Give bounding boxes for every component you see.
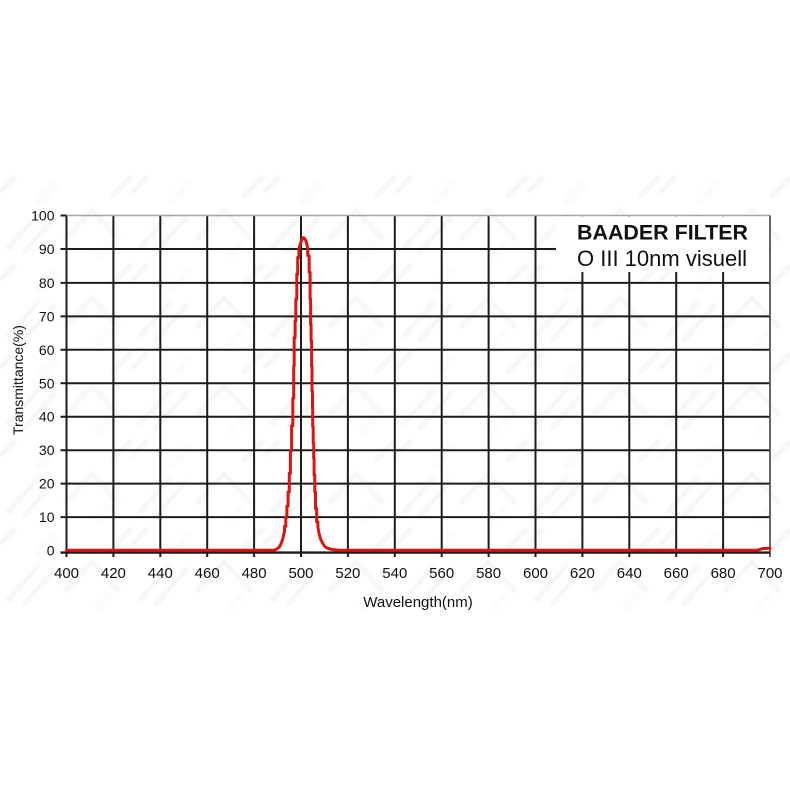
svg-text:540: 540 [382, 565, 407, 582]
svg-text:70: 70 [39, 308, 55, 324]
svg-text:Wavelength(nm): Wavelength(nm) [363, 594, 472, 611]
svg-text:O III 10nm visuell: O III 10nm visuell [577, 246, 747, 271]
svg-text:660: 660 [664, 565, 689, 582]
svg-text:100: 100 [31, 208, 55, 224]
svg-text:640: 640 [617, 565, 642, 582]
svg-text:BAADER FILTER: BAADER FILTER [577, 222, 748, 245]
svg-text:50: 50 [39, 375, 55, 391]
svg-text:30: 30 [39, 442, 55, 458]
svg-text:60: 60 [39, 342, 55, 358]
svg-text:520: 520 [335, 565, 360, 582]
svg-text:560: 560 [429, 565, 454, 582]
svg-text:80: 80 [39, 275, 55, 291]
svg-text:620: 620 [570, 565, 595, 582]
svg-text:700: 700 [757, 565, 782, 582]
svg-text:420: 420 [101, 565, 126, 582]
svg-text:460: 460 [195, 565, 220, 582]
svg-text:Transmittance(%): Transmittance(%) [10, 325, 26, 435]
svg-text:20: 20 [39, 476, 55, 492]
svg-text:0: 0 [47, 543, 55, 559]
svg-text:680: 680 [711, 565, 736, 582]
svg-text:480: 480 [242, 565, 267, 582]
svg-text:40: 40 [39, 409, 55, 425]
svg-text:400: 400 [54, 565, 79, 582]
svg-text:500: 500 [288, 565, 313, 582]
svg-text:580: 580 [476, 565, 501, 582]
svg-text:90: 90 [39, 241, 55, 257]
svg-text:10: 10 [39, 509, 55, 525]
svg-text:440: 440 [148, 565, 173, 582]
svg-text:600: 600 [523, 565, 548, 582]
